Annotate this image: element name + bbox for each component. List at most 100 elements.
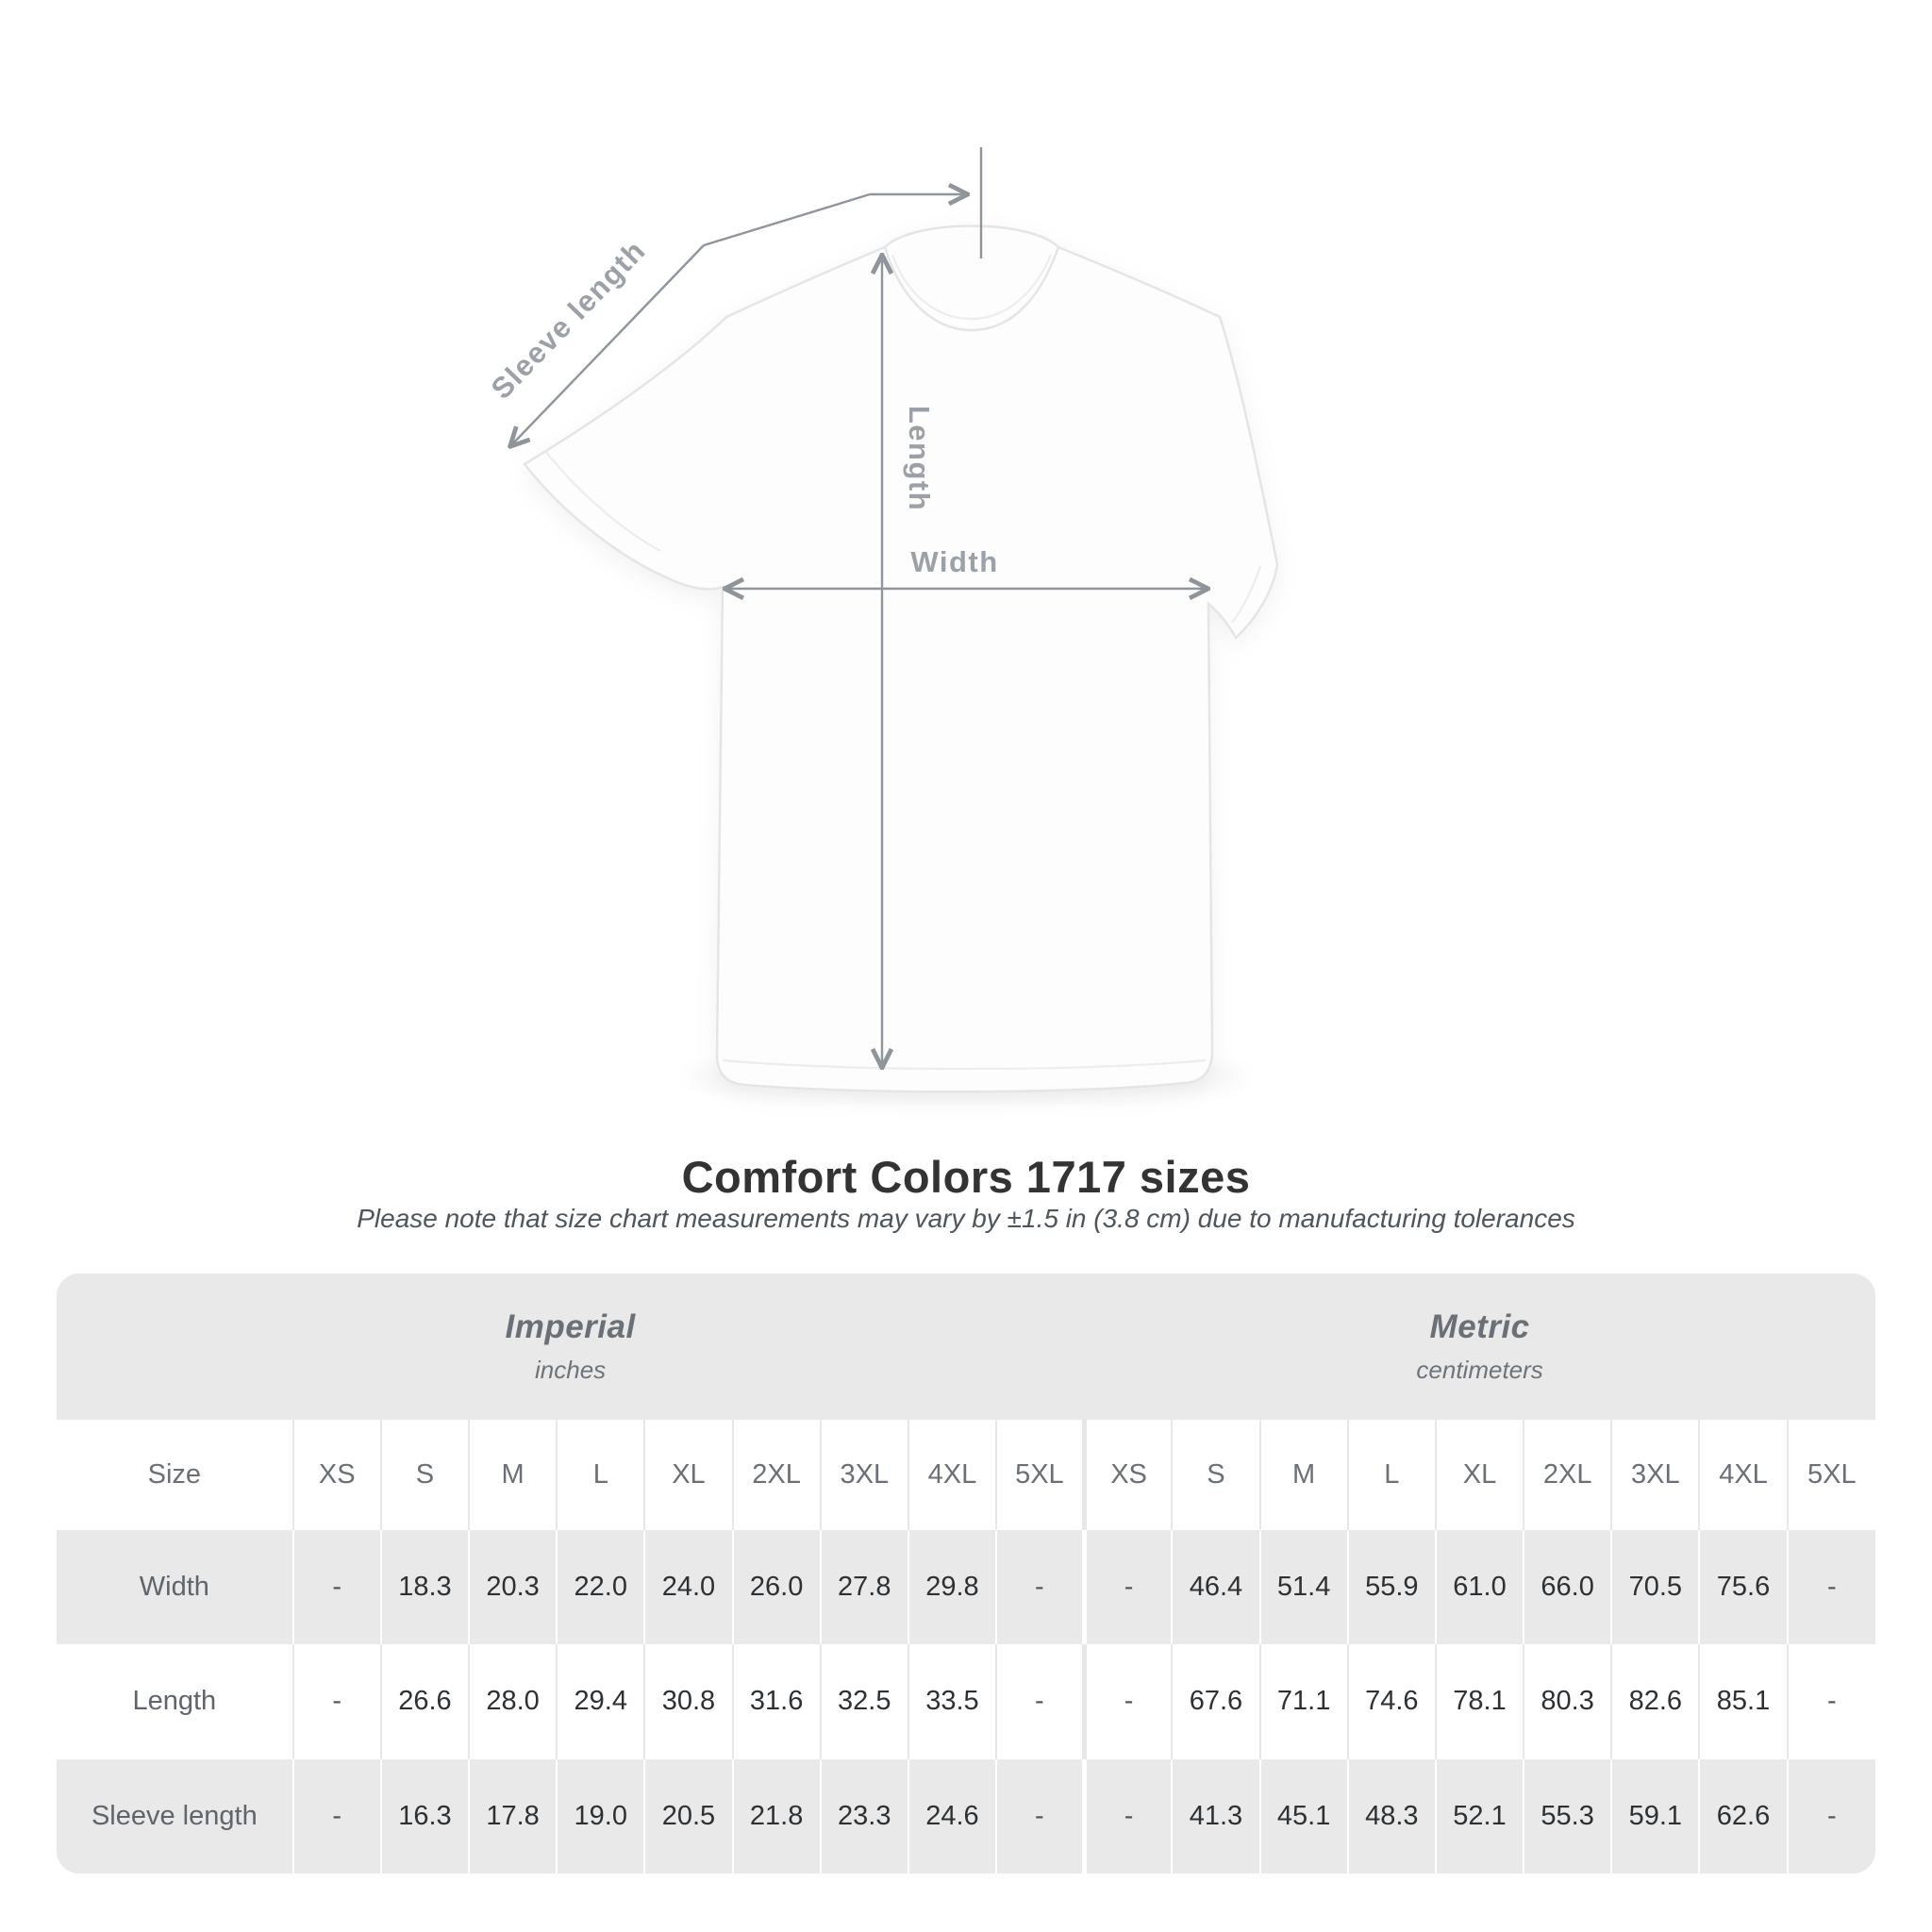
- value-cell: 67.6: [1171, 1644, 1260, 1759]
- size-col-header: 5XL: [995, 1420, 1085, 1530]
- collar-stitch: [891, 254, 1053, 321]
- size-col-header: 4XL: [1698, 1420, 1788, 1530]
- size-header-row: Size XS S M L XL 2XL 3XL 4XL 5XL XS S M L XL 2XL 3XL 4XL…: [57, 1420, 1875, 1530]
- value-cell: 48.3: [1346, 1758, 1436, 1874]
- value-cell: -: [1786, 1758, 1875, 1874]
- value-cell: 18.3: [379, 1530, 469, 1645]
- size-col-header: L: [1346, 1420, 1436, 1530]
- value-cell: 75.6: [1698, 1530, 1788, 1645]
- metric-group-name: Metric: [1429, 1308, 1530, 1345]
- value-cell: -: [995, 1644, 1085, 1759]
- value-cell: 33.5: [907, 1644, 997, 1759]
- size-col-header: L: [556, 1420, 645, 1530]
- imperial-group-header: Imperial inches: [57, 1274, 1085, 1420]
- value-cell: 61.0: [1434, 1530, 1524, 1645]
- collar: [883, 246, 1060, 332]
- value-cell: 78.1: [1434, 1644, 1524, 1759]
- sleeve-length-label: Sleeve length: [485, 234, 653, 406]
- value-cell: 31.6: [731, 1644, 821, 1759]
- size-col-header: XS: [291, 1420, 381, 1530]
- value-cell: 24.6: [907, 1758, 997, 1874]
- value-cell: 19.0: [556, 1758, 645, 1874]
- value-cell: 55.9: [1346, 1530, 1436, 1645]
- measurement-row: Length -26.6 28.0 29.4 30.8 31.6 32.5 33.5- -67.…: [57, 1644, 1875, 1759]
- size-col-header: S: [379, 1420, 469, 1530]
- value-cell: 28.0: [467, 1644, 558, 1759]
- value-cell: 51.4: [1258, 1530, 1348, 1645]
- row-label: Width: [57, 1530, 293, 1645]
- value-cell: -: [1081, 1530, 1173, 1645]
- value-cell: 20.3: [467, 1530, 558, 1645]
- value-cell: 55.3: [1523, 1758, 1612, 1874]
- size-col-header: S: [1171, 1420, 1260, 1530]
- width-label: Width: [910, 545, 998, 578]
- sleeve-length-arrow: [511, 244, 705, 445]
- value-cell: 66.0: [1523, 1530, 1612, 1645]
- metric-group-unit: centimeters: [1416, 1356, 1543, 1384]
- value-cell: 41.3: [1171, 1758, 1260, 1874]
- value-cell: 20.5: [643, 1758, 733, 1874]
- left-cuff-stitch: [544, 450, 661, 552]
- value-cell: 27.8: [819, 1530, 908, 1645]
- value-cell: 62.6: [1698, 1758, 1788, 1874]
- sleeve-length-shoulder-segment: [703, 192, 871, 247]
- value-cell: 21.8: [731, 1758, 821, 1874]
- value-cell: -: [1786, 1530, 1875, 1645]
- size-col-header: XL: [643, 1420, 733, 1530]
- length-label: Length: [903, 406, 936, 511]
- value-cell: 82.6: [1610, 1644, 1700, 1759]
- value-cell: 29.8: [907, 1530, 997, 1645]
- value-cell: -: [1081, 1644, 1173, 1759]
- dimension-lines: [511, 147, 1207, 1066]
- value-cell: 32.5: [819, 1644, 908, 1759]
- value-cell: 26.0: [731, 1530, 821, 1645]
- size-chart-panel: Imperial inches Metric centimeters Size …: [57, 1274, 1875, 1874]
- value-cell: 46.4: [1171, 1530, 1260, 1645]
- size-col-header: 2XL: [731, 1420, 821, 1530]
- size-col-header: 4XL: [907, 1420, 997, 1530]
- value-cell: 24.0: [643, 1530, 733, 1645]
- tshirt-body: [523, 225, 1279, 1093]
- value-cell: 59.1: [1610, 1758, 1700, 1874]
- value-cell: 70.5: [1610, 1530, 1700, 1645]
- value-cell: 26.6: [379, 1644, 469, 1759]
- value-cell: 22.0: [556, 1530, 645, 1645]
- right-cuff-stitch: [1231, 565, 1262, 624]
- value-cell: -: [1786, 1644, 1875, 1759]
- size-col-header: XL: [1434, 1420, 1524, 1530]
- value-cell: 52.1: [1434, 1758, 1524, 1874]
- value-cell: -: [291, 1530, 381, 1645]
- value-cell: 17.8: [467, 1758, 558, 1874]
- value-cell: -: [291, 1758, 381, 1874]
- value-cell: -: [995, 1758, 1085, 1874]
- value-cell: -: [995, 1530, 1085, 1645]
- size-col-header: M: [467, 1420, 558, 1530]
- imperial-group-name: Imperial: [505, 1308, 636, 1345]
- size-col-header: 2XL: [1523, 1420, 1612, 1530]
- imperial-group-unit: inches: [535, 1356, 607, 1384]
- tolerance-note: Please note that size chart measurements…: [357, 1204, 1575, 1233]
- size-col-header: M: [1258, 1420, 1348, 1530]
- value-cell: 80.3: [1523, 1644, 1612, 1759]
- unit-group-row: Imperial inches Metric centimeters: [57, 1274, 1875, 1420]
- row-label: Sleeve length: [57, 1758, 293, 1874]
- metric-group-header: Metric centimeters: [1084, 1274, 1875, 1420]
- value-cell: 23.3: [819, 1758, 908, 1874]
- value-cell: 71.1: [1258, 1644, 1348, 1759]
- value-cell: 85.1: [1698, 1644, 1788, 1759]
- size-col-header: 3XL: [819, 1420, 908, 1530]
- value-cell: 29.4: [556, 1644, 645, 1759]
- measurement-row: Sleeve length -16.3 17.8 19.0 20.5 21.8 23.3 24…: [57, 1758, 1875, 1874]
- value-cell: -: [291, 1644, 381, 1759]
- size-col-header: 3XL: [1610, 1420, 1700, 1530]
- value-cell: 30.8: [643, 1644, 733, 1759]
- tshirt-measurement-diagram: Sleeve length Length Width: [485, 147, 1279, 1093]
- size-column-header: Size: [57, 1420, 293, 1530]
- value-cell: 74.6: [1346, 1644, 1436, 1759]
- size-chart-table: Imperial inches Metric centimeters Size …: [57, 1274, 1875, 1874]
- hem-stitch: [722, 1058, 1207, 1071]
- size-col-header: XS: [1081, 1420, 1173, 1530]
- page-title: Comfort Colors 1717 sizes: [681, 1152, 1251, 1202]
- value-cell: 16.3: [379, 1758, 469, 1874]
- row-label: Length: [57, 1644, 293, 1759]
